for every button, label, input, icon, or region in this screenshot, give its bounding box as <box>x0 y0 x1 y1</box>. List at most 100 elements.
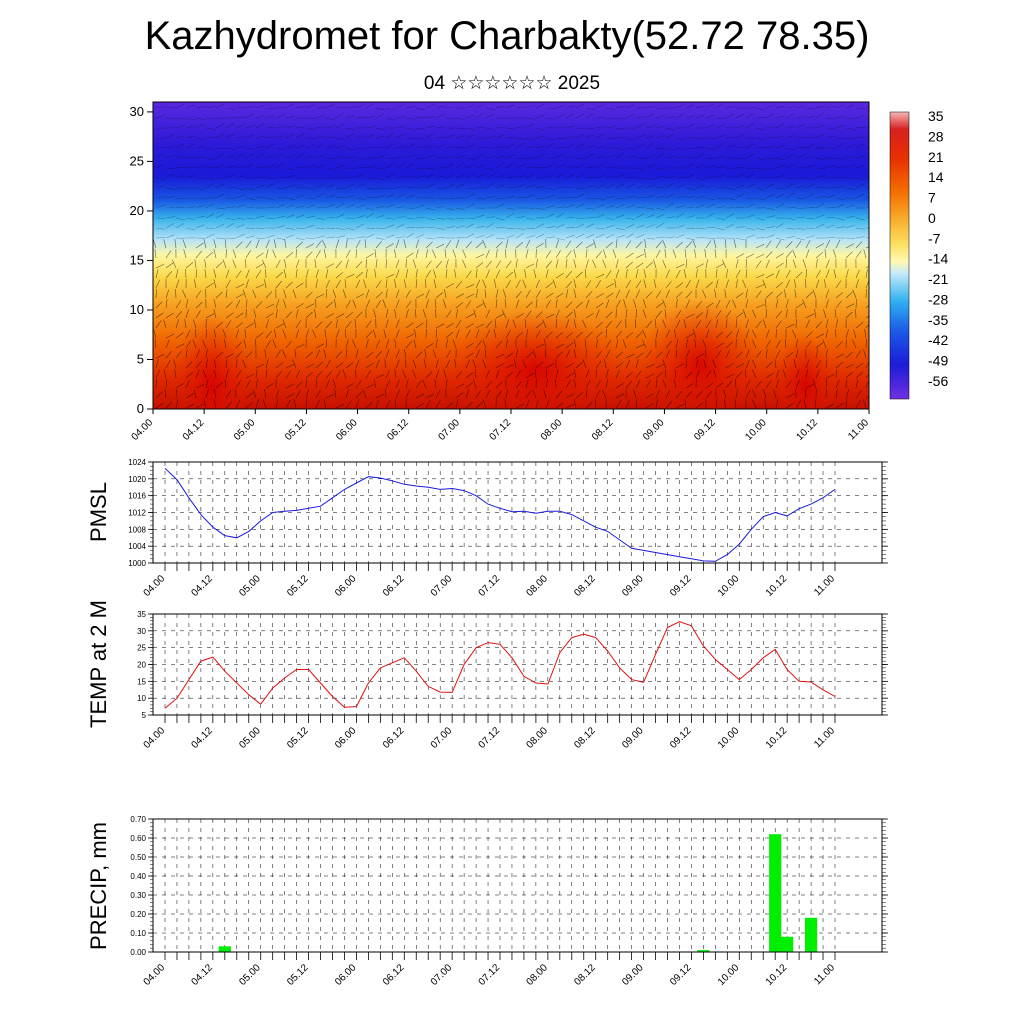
wind-barb <box>355 380 362 389</box>
wind-barb <box>403 239 407 249</box>
wind-barb <box>575 361 583 369</box>
wind-barb <box>235 380 241 389</box>
wind-barb <box>735 166 746 169</box>
wind-barb <box>605 241 613 249</box>
wind-barb <box>695 177 705 180</box>
wind-barb <box>705 197 715 201</box>
wind-barb <box>335 280 341 289</box>
wind-barb <box>415 403 424 409</box>
wind-barb <box>825 349 828 359</box>
precip-bar <box>805 917 818 952</box>
wind-barb <box>315 235 325 239</box>
wind-barb <box>835 226 845 229</box>
wind-barb <box>195 224 205 229</box>
wind-barb <box>575 157 586 159</box>
wind-barb <box>415 107 425 111</box>
wind-barb <box>475 173 485 179</box>
wind-barb <box>725 187 735 190</box>
wind-barb <box>422 309 427 319</box>
wind-barb <box>372 329 377 339</box>
wind-barb <box>185 206 195 209</box>
wind-barb <box>625 113 635 119</box>
wind-barb <box>495 163 504 169</box>
wind-barb <box>723 399 727 409</box>
colorbar-label: 7 <box>928 190 936 206</box>
wind-barb <box>815 214 825 219</box>
wind-barb <box>555 173 565 179</box>
wind-barb <box>395 163 405 169</box>
wind-barb <box>485 136 495 139</box>
wind-barb <box>625 280 631 289</box>
wind-barb <box>155 320 162 329</box>
wind-barb <box>765 137 776 139</box>
wind-barb <box>855 399 861 409</box>
wind-barb <box>275 163 284 169</box>
wind-barb <box>793 279 797 289</box>
wind-barb <box>415 117 426 119</box>
wind-barb <box>835 185 845 189</box>
wind-barb <box>264 279 267 289</box>
wind-barb <box>595 133 605 139</box>
wind-barb <box>205 127 215 130</box>
wind-barb <box>295 126 305 129</box>
wind-barb <box>365 370 371 379</box>
wind-barb <box>235 233 245 239</box>
colorbar-label: -28 <box>928 291 948 307</box>
wind-barb <box>855 227 865 230</box>
wind-barb <box>705 240 712 249</box>
wind-barb <box>815 175 825 179</box>
wind-barb <box>845 104 855 109</box>
wind-barb <box>275 299 280 309</box>
wind-barb <box>712 359 717 369</box>
wind-barb <box>755 187 765 191</box>
wind-barb <box>615 153 624 159</box>
wind-barb <box>433 279 437 289</box>
wind-barb <box>465 284 475 289</box>
wind-barb <box>565 105 575 109</box>
wind-barb <box>655 147 665 150</box>
wind-barb <box>535 399 539 409</box>
wind-barb <box>795 237 805 241</box>
wind-barb <box>175 217 185 221</box>
wind-barb <box>165 359 171 369</box>
wind-barb <box>435 237 446 239</box>
wind-barb <box>833 249 837 259</box>
wind-barb <box>245 250 251 259</box>
wind-barb <box>452 339 457 349</box>
wind-barb <box>175 343 185 349</box>
wind-barb <box>715 217 725 220</box>
wind-barb <box>545 331 553 339</box>
wind-barb <box>515 175 525 179</box>
wind-barb <box>745 349 750 359</box>
wind-barb <box>465 144 475 149</box>
wind-barb <box>565 204 575 209</box>
wind-barb <box>815 342 824 349</box>
wind-barb <box>355 399 360 409</box>
wind-barb <box>422 379 427 389</box>
wind-barb <box>685 147 696 149</box>
wind-barb <box>835 402 844 409</box>
wind-barb <box>295 237 305 241</box>
wind-barb <box>205 359 208 369</box>
wind-barb <box>245 125 255 129</box>
wind-barb <box>795 349 799 359</box>
wind-barb <box>525 117 535 120</box>
wind-barb <box>245 258 247 269</box>
wind-barb <box>615 259 619 269</box>
wind-barb <box>534 368 537 379</box>
wind-barb <box>573 289 577 299</box>
wind-barb <box>545 281 554 289</box>
wind-barb <box>175 197 186 200</box>
wind-barb <box>255 252 264 259</box>
wind-barb <box>385 173 395 179</box>
wind-barb <box>752 339 757 349</box>
pmsl-x-tick-label: 09.00 <box>620 573 646 599</box>
wind-barb <box>785 135 795 139</box>
wind-barb <box>325 136 335 139</box>
wind-barb <box>285 133 294 139</box>
wind-barb <box>195 369 200 379</box>
wind-barb <box>424 349 427 359</box>
wind-barb <box>175 332 184 339</box>
wind-barb <box>335 272 344 279</box>
wind-barb <box>605 176 615 179</box>
